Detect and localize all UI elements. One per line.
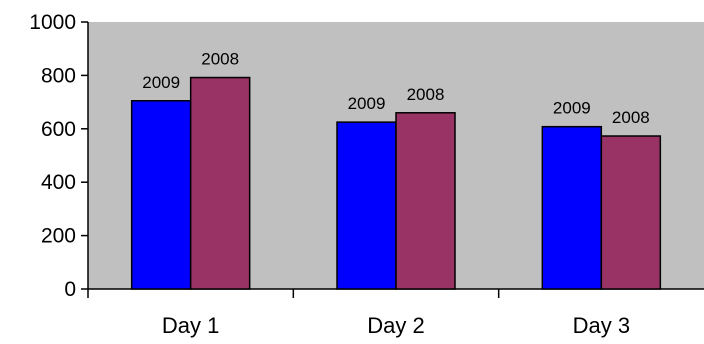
data-label-2009: 2009	[348, 94, 386, 113]
category-label: Day 3	[573, 313, 630, 338]
bar-2009-0	[130, 100, 192, 290]
bar-2009-2	[541, 125, 603, 290]
bar-2008-0	[189, 76, 251, 290]
category-label: Day 1	[162, 313, 219, 338]
y-axis: 0 200 400 600 800 1000	[29, 11, 89, 301]
y-tick-label: 800	[41, 64, 76, 87]
bar-2008-1	[395, 112, 456, 290]
bar-2008-2	[600, 135, 662, 290]
category-label: Day 2	[367, 313, 424, 338]
data-labels: 2009 2008 2009 2008 2009 2008	[142, 50, 649, 127]
data-label-2008: 2008	[407, 85, 445, 104]
y-tick-label: 0	[64, 278, 76, 301]
data-label-2009: 2009	[553, 99, 591, 118]
y-tick-label: 200	[41, 225, 76, 248]
bar-2009-1	[336, 121, 397, 290]
y-tick-label: 400	[41, 171, 76, 194]
data-label-2008: 2008	[612, 108, 650, 127]
x-axis: Day 1 Day 2 Day 3	[87, 288, 704, 338]
bars	[130, 76, 662, 290]
y-tick-label: 600	[41, 118, 76, 141]
y-tick-label: 1000	[29, 11, 76, 34]
data-label-2009: 2009	[142, 73, 180, 92]
data-label-2008: 2008	[201, 50, 239, 69]
